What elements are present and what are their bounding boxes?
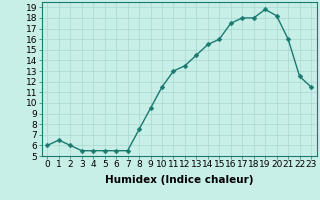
X-axis label: Humidex (Indice chaleur): Humidex (Indice chaleur) xyxy=(105,175,253,185)
